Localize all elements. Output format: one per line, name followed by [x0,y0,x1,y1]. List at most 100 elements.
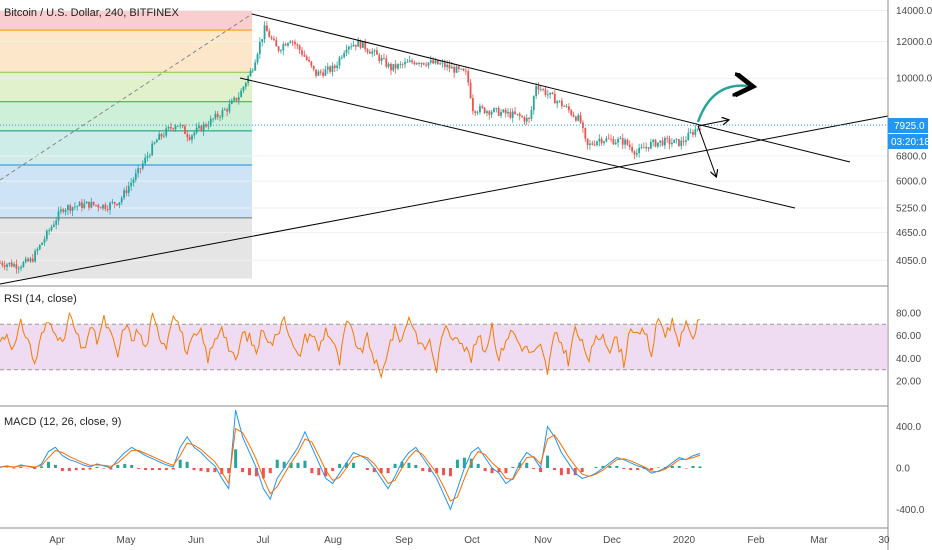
candle-body [296,44,299,46]
candle-body [167,127,170,129]
candle-body [214,113,217,119]
candle-body [397,64,399,69]
candle-body [366,49,369,52]
candle-body [390,63,392,71]
macd-histogram-bar [275,459,279,468]
candle-body [338,57,341,66]
signal-series-line [0,427,701,502]
fib-zone [0,101,252,131]
candle-body [645,146,648,149]
bullish-projection-arrow[interactable] [696,86,748,123]
macd-pane-title: MACD (12, 26, close, 9) [4,416,121,428]
candle-body [565,106,568,108]
candle-body [472,98,474,112]
macd-histogram-bar [227,468,231,474]
candle-body [165,128,168,136]
macd-histogram-bar [601,465,605,468]
channel-lower-line[interactable] [239,77,796,209]
price-tick-label: 6000.0 [896,177,927,188]
candle-body [263,25,266,39]
candle-body [20,266,22,269]
candle-body [415,63,418,65]
candle-body [605,138,608,142]
candle-body [270,37,273,39]
candle-body [628,144,631,148]
candle-body [504,109,507,114]
candle-body [490,112,493,115]
candle-body [448,64,451,69]
macd-histogram-bar [670,465,674,468]
candle-body [36,249,39,251]
candle-body [81,202,83,208]
projection-arrow-right[interactable] [697,120,728,127]
fib-zone [0,30,252,73]
candle-body [464,70,467,72]
candle-body [312,65,315,70]
candle-body [41,242,44,245]
macd-histogram-bar [608,465,612,468]
candle-body [518,113,521,117]
rsi-series-line [0,311,701,380]
candle-body [642,147,645,149]
bearish-projection-arrow[interactable] [697,125,716,176]
candle-body [1,262,4,266]
candle-body [305,56,308,60]
candle-body [579,115,582,123]
candle-body [624,139,626,145]
macd-tick-label: -400.0 [896,505,925,516]
candle-body [144,157,147,164]
fib-zone [0,217,252,279]
candle-body [310,61,313,66]
candle-body [50,226,53,231]
candle-body [134,173,137,180]
candle-body [109,202,111,210]
candle-body [656,142,659,147]
macd-histogram-bar [74,468,78,471]
rsi-tick-label: 20.00 [896,377,921,388]
macd-histogram-bar [615,465,619,468]
macd-histogram-bar [116,464,120,468]
macd-histogram-bar [192,468,196,471]
candle-body [193,132,196,136]
candle-body [404,62,406,65]
support-trend-line[interactable] [0,115,888,285]
macd-histogram-bar [296,462,300,468]
candle-body [15,264,18,269]
macd-histogram-bar [559,468,563,476]
candle-body [317,71,320,76]
candle-body [242,86,245,91]
candle-body [146,156,149,158]
fib-diagonal [0,13,253,181]
channel-upper-line[interactable] [251,13,851,163]
candle-body [689,132,692,133]
candle-body [207,125,210,127]
candle-body [418,63,420,64]
macd-histogram-bar [199,468,203,472]
rsi-tick-label: 40.00 [896,354,921,365]
macd-histogram-bar [546,455,550,468]
candle-body [345,49,348,54]
candle-body [319,71,322,73]
candle-body [380,57,383,61]
price-axis[interactable]: 14000.0 12000.0 10000.0 6800.0 6000.0 5250.0 4… [896,6,932,516]
candle-body [687,132,690,141]
candle-body [560,100,563,107]
candle-body [329,66,332,72]
candle-body [436,60,439,65]
candle-body [258,42,261,55]
macd-histogram-bar [490,468,494,474]
candle-body [219,116,221,118]
candle-body [284,44,287,46]
candle-body [268,31,271,38]
fib-zone [0,130,252,165]
macd-histogram-bar [345,462,349,468]
macd-histogram-bar [684,468,688,469]
time-axis[interactable]: Apr May Jun Jul Aug Sep Oct Nov Dec 2020 Feb Mar 30 [49,535,890,546]
candle-body [8,262,11,265]
candle-body [29,258,32,262]
candle-body [649,141,652,149]
time-tick-label: Mar [810,535,828,546]
candle-body [600,138,603,144]
candle-body [48,230,51,232]
